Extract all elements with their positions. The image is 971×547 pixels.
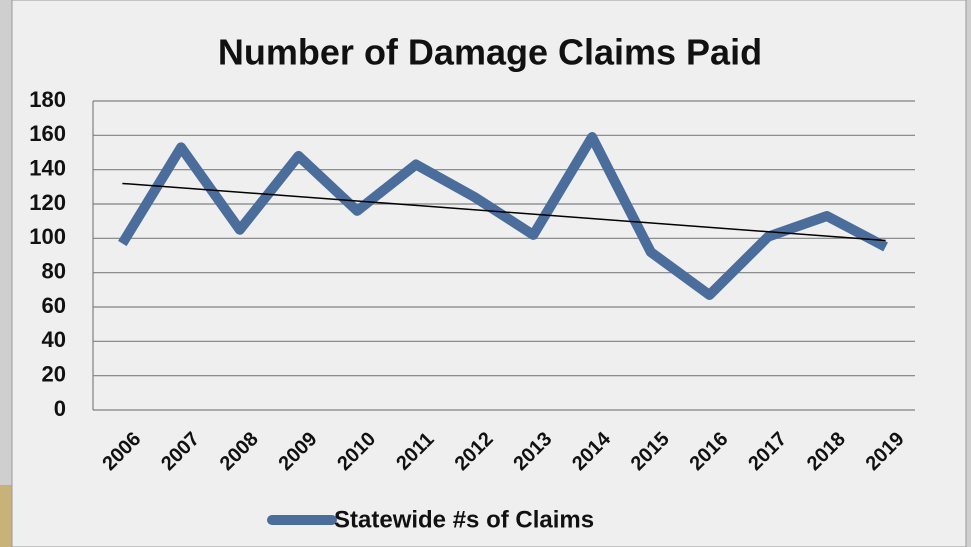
chart-area: [11, 0, 967, 547]
y-tick-label: 80: [42, 258, 66, 283]
y-tick-label: 40: [42, 327, 66, 352]
chart-title: Number of Damage Claims Paid: [218, 32, 762, 73]
y-tick-label: 0: [54, 396, 66, 421]
y-tick-label: 120: [29, 190, 66, 215]
y-tick-label: 180: [29, 87, 66, 112]
y-tick-label: 140: [29, 155, 66, 180]
trendline: [122, 182, 886, 242]
y-tick-label: 60: [42, 293, 66, 318]
data-line: [118, 132, 888, 300]
side-strip: [0, 485, 12, 547]
y-tick-label: 160: [29, 121, 66, 146]
y-tick-label: 100: [29, 224, 66, 249]
y-tick-label: 20: [42, 361, 66, 386]
legend-label: Statewide #s of Claims: [334, 506, 594, 533]
